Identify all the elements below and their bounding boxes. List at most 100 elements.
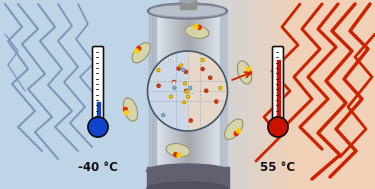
Bar: [181, 0, 183, 189]
Bar: [185, 0, 186, 189]
Bar: [267, 0, 268, 189]
Bar: [226, 0, 228, 189]
Circle shape: [177, 67, 180, 70]
Bar: [159, 11, 160, 171]
Bar: [198, 11, 200, 171]
Bar: [228, 0, 230, 189]
Bar: [331, 0, 333, 189]
Bar: [217, 11, 219, 171]
Bar: [289, 0, 291, 189]
Bar: [209, 0, 210, 189]
Bar: [313, 0, 315, 189]
Ellipse shape: [150, 5, 225, 18]
Bar: [205, 0, 207, 189]
Bar: [335, 0, 336, 189]
Bar: [367, 0, 369, 189]
Bar: [216, 0, 217, 189]
Bar: [148, 11, 150, 171]
Bar: [260, 0, 261, 189]
Bar: [189, 11, 190, 171]
Bar: [188, 11, 189, 171]
Text: -40 °C: -40 °C: [78, 161, 118, 174]
Bar: [285, 0, 286, 189]
Bar: [303, 0, 304, 189]
Bar: [309, 0, 310, 189]
Bar: [153, 11, 154, 171]
Bar: [349, 0, 351, 189]
Bar: [230, 0, 231, 189]
Circle shape: [234, 132, 238, 136]
Bar: [176, 11, 177, 171]
Bar: [176, 0, 177, 189]
Bar: [180, 0, 182, 189]
Circle shape: [215, 100, 218, 103]
Circle shape: [201, 67, 204, 71]
Bar: [291, 0, 292, 189]
Circle shape: [157, 68, 160, 72]
Bar: [188, 0, 189, 189]
Bar: [304, 0, 306, 189]
Bar: [211, 0, 213, 189]
Bar: [305, 0, 306, 189]
Circle shape: [162, 114, 165, 117]
Bar: [365, 0, 366, 189]
Bar: [290, 0, 291, 189]
Bar: [209, 11, 210, 171]
Bar: [370, 0, 372, 189]
Circle shape: [189, 119, 192, 122]
Bar: [275, 0, 276, 189]
Bar: [194, 0, 195, 189]
Bar: [264, 0, 266, 189]
Circle shape: [187, 90, 190, 93]
Bar: [247, 0, 249, 189]
Bar: [281, 0, 282, 189]
Ellipse shape: [225, 119, 243, 139]
Bar: [201, 0, 202, 189]
Bar: [316, 0, 318, 189]
Bar: [315, 0, 316, 189]
Polygon shape: [188, 51, 228, 131]
Circle shape: [237, 129, 240, 133]
Bar: [312, 0, 314, 189]
Bar: [236, 0, 237, 189]
Bar: [327, 0, 328, 189]
Bar: [183, 0, 184, 189]
Bar: [282, 0, 284, 189]
Bar: [207, 11, 209, 171]
Ellipse shape: [147, 3, 228, 19]
Circle shape: [183, 101, 186, 104]
Bar: [269, 0, 270, 189]
Circle shape: [189, 86, 192, 89]
Circle shape: [186, 90, 189, 93]
Bar: [293, 0, 294, 189]
Bar: [213, 11, 214, 171]
Bar: [308, 0, 309, 189]
Bar: [339, 0, 340, 189]
Bar: [195, 11, 196, 171]
Bar: [294, 0, 296, 189]
Bar: [314, 0, 315, 189]
Bar: [165, 11, 166, 171]
Circle shape: [248, 71, 252, 75]
Bar: [172, 11, 174, 171]
Bar: [189, 0, 190, 189]
Bar: [286, 0, 288, 189]
Bar: [278, 0, 279, 189]
Bar: [307, 0, 309, 189]
Bar: [369, 0, 370, 189]
Bar: [221, 0, 222, 189]
Bar: [270, 0, 272, 189]
Bar: [182, 11, 183, 171]
Bar: [301, 0, 303, 189]
Bar: [147, 167, 228, 189]
Bar: [298, 0, 300, 189]
Bar: [268, 0, 270, 189]
Bar: [322, 0, 324, 189]
Bar: [355, 0, 357, 189]
Bar: [232, 0, 234, 189]
Bar: [214, 11, 216, 171]
Bar: [326, 0, 327, 189]
Bar: [229, 0, 231, 189]
Bar: [191, 0, 192, 189]
Bar: [345, 0, 346, 189]
